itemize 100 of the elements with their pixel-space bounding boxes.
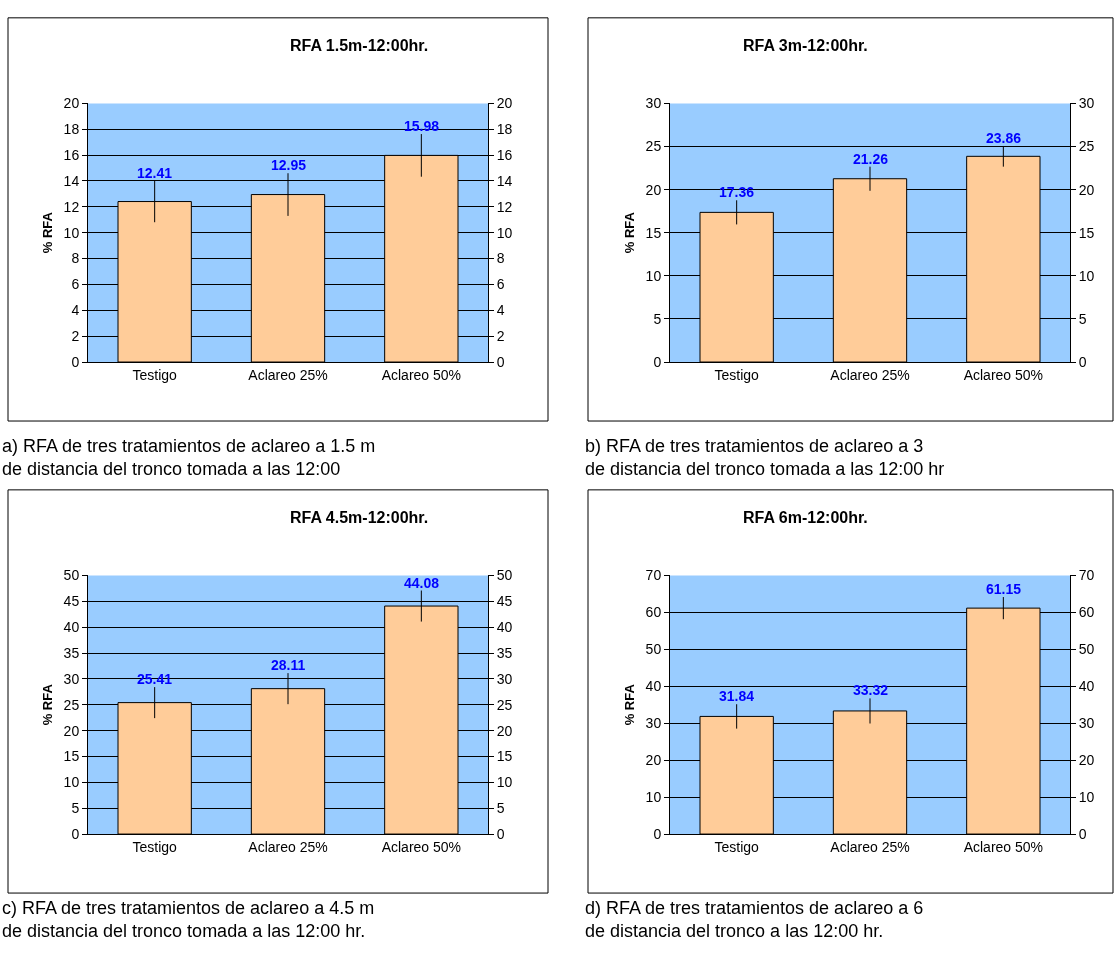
y2-tick-label: 15 <box>496 748 513 765</box>
y-tick-label: 25 <box>63 696 80 713</box>
y-tick-label: 60 <box>645 604 662 621</box>
text: c) RFA de tres tratamientos de aclareo a 4.5 m de distancia del tronco tomada a las 12:00 hr. <box>2 898 375 942</box>
data-label: 12.95 <box>271 157 307 173</box>
y-axis-title: % RFA <box>621 211 637 254</box>
y-tick-label: 10 <box>645 267 662 284</box>
data-label: 31.84 <box>719 688 755 704</box>
y2-tick-label: 50 <box>496 567 513 584</box>
y-tick-label: 10 <box>63 774 80 791</box>
y2-tick-label: 20 <box>1078 181 1095 198</box>
y-tick-label: 5 <box>653 310 662 327</box>
y-tick-label: 12 <box>63 198 80 215</box>
y-tick-label: 0 <box>71 825 80 842</box>
data-label: 21.26 <box>853 151 889 167</box>
y2-tick-label: 6 <box>496 276 505 293</box>
y-tick-label: 30 <box>645 715 662 732</box>
text: b) RFA de tres tratamientos de aclareo a 3 de distancia del tronco tomada a las 12:00 hr <box>585 436 945 480</box>
y2-tick-label: 15 <box>1078 224 1095 241</box>
y2-tick-label: 60 <box>1078 604 1095 621</box>
chart-title: RFA 3m-12:00hr. <box>743 37 868 54</box>
y-axis-title: % RFA <box>39 211 55 254</box>
y-tick-label: 40 <box>63 619 80 636</box>
data-label: 44.08 <box>404 575 440 591</box>
y-tick-label: 20 <box>645 181 662 198</box>
y-tick-label: 0 <box>653 825 662 842</box>
x-tick-label: Aclareo 25% <box>830 366 910 383</box>
text: d) RFA de tres tratamientos de aclareo a 6 de distancia del tronco a las 12:00 hr. <box>585 898 924 942</box>
y2-tick-label: 10 <box>496 774 513 791</box>
y-tick-label: 4 <box>71 302 80 319</box>
text: a) RFA de tres tratamientos de aclareo a 1.5 m de distancia del tronco tomada a las 12:00 <box>2 436 376 480</box>
y-tick-label: 5 <box>71 800 80 817</box>
x-tick-label: Aclareo 25% <box>248 366 328 383</box>
y2-tick-label: 8 <box>496 250 505 267</box>
y2-tick-label: 30 <box>1078 95 1095 112</box>
y-tick-label: 18 <box>63 121 80 138</box>
y2-tick-label: 10 <box>1078 789 1095 806</box>
y-tick-label: 20 <box>63 722 80 739</box>
y-tick-label: 10 <box>645 789 662 806</box>
chart-title: RFA 1.5m-12:00hr. <box>290 37 429 54</box>
y2-tick-label: 0 <box>1078 825 1087 842</box>
y2-tick-label: 0 <box>496 353 505 370</box>
data-label: 12.41 <box>137 165 173 181</box>
y2-tick-label: 70 <box>1078 567 1095 584</box>
y-tick-label: 0 <box>653 353 662 370</box>
chart-title: RFA 4.5m-12:00hr. <box>290 509 429 526</box>
y2-tick-label: 45 <box>496 593 513 610</box>
y-tick-label: 10 <box>63 224 80 241</box>
x-tick-label: Testigo <box>714 838 760 855</box>
data-label: 61.15 <box>986 581 1022 597</box>
y-tick-label: 25 <box>645 138 662 155</box>
y2-tick-label: 20 <box>1078 752 1095 769</box>
y-tick-label: 45 <box>63 593 80 610</box>
x-tick-label: Testigo <box>132 838 178 855</box>
y2-tick-label: 30 <box>1078 715 1095 732</box>
y2-tick-label: 0 <box>1078 353 1087 370</box>
y2-tick-label: 25 <box>496 696 513 713</box>
x-tick-label: Testigo <box>132 366 178 383</box>
y-tick-label: 0 <box>71 353 80 370</box>
y2-tick-label: 2 <box>496 328 505 345</box>
y2-tick-label: 16 <box>496 147 513 164</box>
y2-tick-label: 5 <box>496 800 505 817</box>
x-tick-label: Aclareo 50% <box>963 838 1044 855</box>
data-label: 23.86 <box>986 130 1022 146</box>
y2-tick-label: 20 <box>496 95 513 112</box>
y2-tick-label: 18 <box>496 121 513 138</box>
y2-tick-label: 4 <box>496 302 505 319</box>
y2-tick-label: 5 <box>1078 310 1087 327</box>
y-tick-label: 6 <box>71 276 80 293</box>
data-label: 33.32 <box>853 682 889 698</box>
y-tick-label: 16 <box>63 147 80 164</box>
x-tick-label: Testigo <box>714 366 760 383</box>
y2-tick-label: 14 <box>496 172 513 189</box>
x-tick-label: Aclareo 25% <box>830 838 910 855</box>
y2-tick-label: 40 <box>496 619 513 636</box>
y2-tick-label: 50 <box>1078 641 1095 658</box>
y-tick-label: 15 <box>645 224 662 241</box>
y-tick-label: 70 <box>645 567 662 584</box>
y-tick-label: 50 <box>63 567 80 584</box>
y-tick-label: 30 <box>645 95 662 112</box>
y2-tick-label: 12 <box>496 198 513 215</box>
x-tick-label: Aclareo 25% <box>248 838 328 855</box>
y2-tick-label: 10 <box>496 224 513 241</box>
y2-tick-label: 35 <box>496 644 513 661</box>
y2-tick-label: 0 <box>496 825 505 842</box>
y-tick-label: 20 <box>63 95 80 112</box>
y2-tick-label: 25 <box>1078 138 1095 155</box>
y-tick-label: 8 <box>71 250 80 267</box>
chart-title: RFA 6m-12:00hr. <box>743 509 868 526</box>
y-tick-label: 30 <box>63 670 80 687</box>
y-tick-label: 50 <box>645 641 662 658</box>
y-tick-label: 40 <box>645 678 662 695</box>
y2-tick-label: 10 <box>1078 267 1095 284</box>
x-tick-label: Aclareo 50% <box>381 838 462 855</box>
y-tick-label: 20 <box>645 752 662 769</box>
data-label: 28.11 <box>271 657 306 673</box>
y-axis-title: % RFA <box>621 683 637 726</box>
y-tick-label: 2 <box>71 328 80 345</box>
y-tick-label: 15 <box>63 748 80 765</box>
y-axis-title: % RFA <box>39 683 55 726</box>
